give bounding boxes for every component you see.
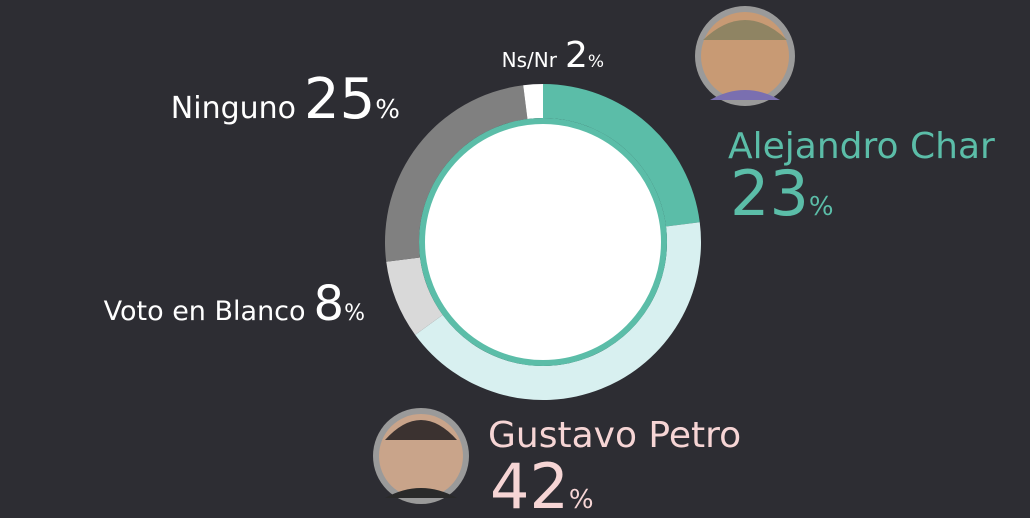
value-number: 25 bbox=[304, 67, 375, 132]
category-label: Voto en Blanco bbox=[104, 296, 306, 327]
value-unit: % bbox=[344, 301, 365, 326]
value-unit: % bbox=[375, 95, 400, 125]
value-number: 42 bbox=[490, 450, 569, 518]
value-number: 2 bbox=[565, 35, 588, 76]
value-number: 8 bbox=[314, 276, 345, 332]
avatar-char bbox=[695, 6, 795, 106]
avatar-petro bbox=[373, 408, 469, 504]
chart: Alejandro Char23%Gustavo Petro42%Voto en… bbox=[0, 0, 1030, 518]
category-label: Ns/Nr bbox=[502, 48, 558, 72]
value-unit: % bbox=[809, 192, 834, 222]
donut-center bbox=[422, 121, 664, 363]
value-number: 23 bbox=[730, 157, 809, 230]
value-unit: % bbox=[588, 52, 604, 72]
category-label: Ninguno bbox=[171, 91, 296, 126]
value-unit: % bbox=[569, 485, 594, 515]
